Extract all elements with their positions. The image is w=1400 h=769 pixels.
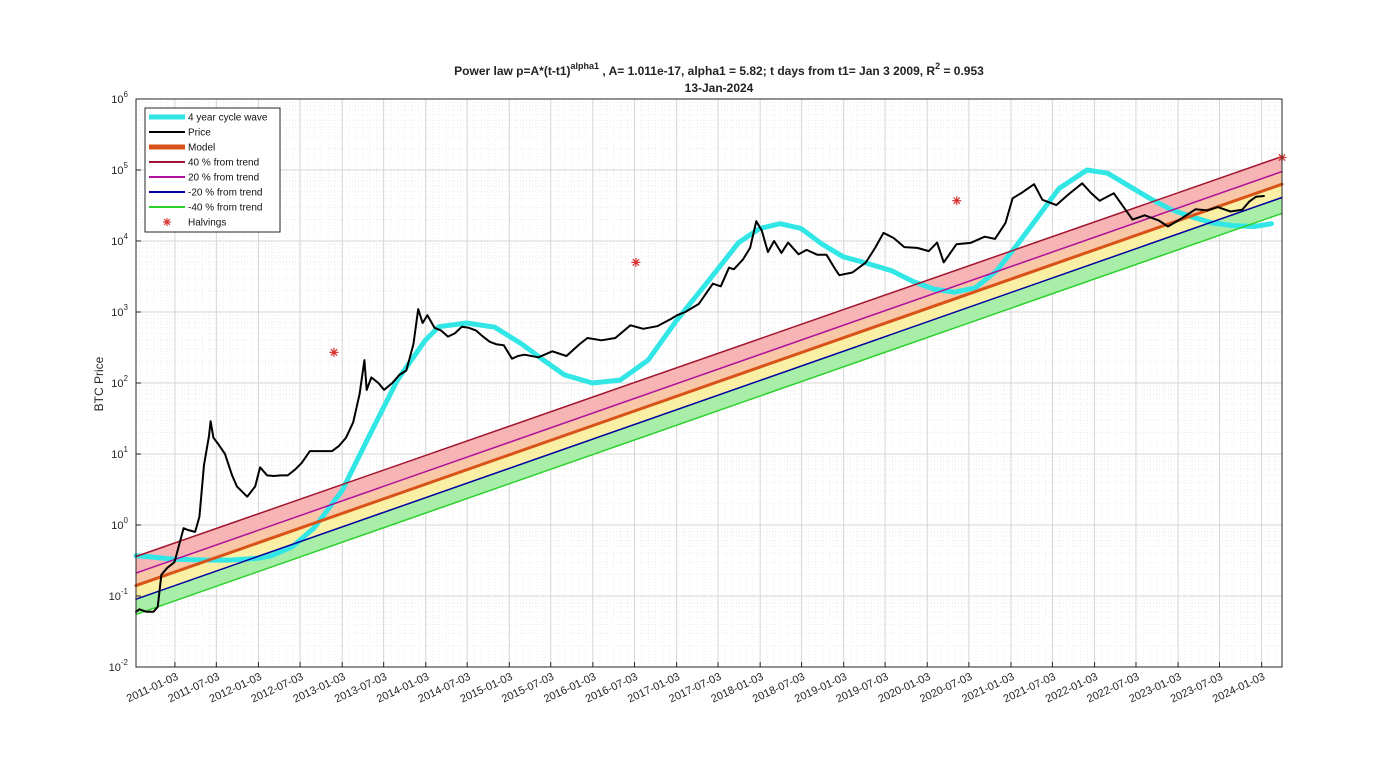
y-axis-label: BTC Price (92, 356, 106, 411)
halving-marker (952, 196, 962, 206)
legend-label: 40 % from trend (188, 158, 259, 169)
legend-label: -20 % from trend (188, 188, 262, 199)
model-line (134, 182, 1284, 588)
legend-label: Model (188, 143, 215, 154)
legend-item: Model (149, 143, 215, 154)
legend-item: 40 % from trend (149, 158, 259, 169)
y-tick-label: 10-2 (109, 658, 129, 674)
legend-label: Halvings (188, 218, 226, 229)
plus40-trend-line (135, 155, 1283, 558)
legend-box (144, 107, 281, 233)
chart-titles: Power law p=A*(t-t1)alpha1 , A= 1.011e-1… (454, 61, 984, 95)
minus40-trend-line (135, 212, 1283, 616)
legend-item: 4 year cycle wave (149, 113, 268, 124)
band-40-20 (136, 156, 1282, 574)
band-model-minus20 (136, 184, 1282, 600)
legend-label: Price (188, 128, 211, 139)
price-line (135, 182, 1265, 613)
y-tick-label: 101 (111, 445, 128, 461)
legend: 4 year cycle wave Price Model 40 % from tre… (144, 107, 281, 233)
trend-bands (136, 156, 1282, 615)
legend-label: 20 % from trend (188, 173, 259, 184)
y-tick-label: 100 (111, 516, 128, 532)
series-lines (133, 155, 1284, 616)
minus20-trend-line (135, 196, 1283, 600)
legend-item: Halvings (163, 218, 226, 229)
legend-item: Price (149, 128, 211, 139)
halving-marker (329, 347, 339, 357)
legend-label: 4 year cycle wave (188, 113, 268, 124)
legend-item: 20 % from trend (149, 173, 259, 184)
legend-label: -40 % from trend (188, 203, 262, 214)
chart-title: Power law p=A*(t-t1)alpha1 , A= 1.011e-1… (454, 61, 984, 78)
band-minus20-minus40 (136, 197, 1282, 615)
y-tick-label: 106 (111, 90, 128, 106)
legend-item: -20 % from trend (149, 188, 262, 199)
y-tick-label: 10-1 (109, 587, 129, 603)
y-tick-label: 103 (111, 303, 128, 319)
y-tick-label: 104 (111, 232, 128, 248)
halving-marker (631, 257, 641, 267)
y-tick-label: 102 (111, 374, 128, 390)
legend-item: -40 % from trend (149, 203, 262, 214)
y-axis-ticks: 10-2 10-1 100 101 102 103 104 105 106 (109, 90, 141, 674)
grid (136, 98, 1282, 668)
band-20-model (136, 171, 1282, 586)
chart-subtitle: 13-Jan-2024 (685, 81, 754, 95)
plus20-trend-line (135, 170, 1283, 574)
x-axis-ticks: 2011-01-032011-07-032012-01-032012-07-03… (125, 662, 1267, 706)
y-tick-label: 105 (111, 161, 128, 177)
